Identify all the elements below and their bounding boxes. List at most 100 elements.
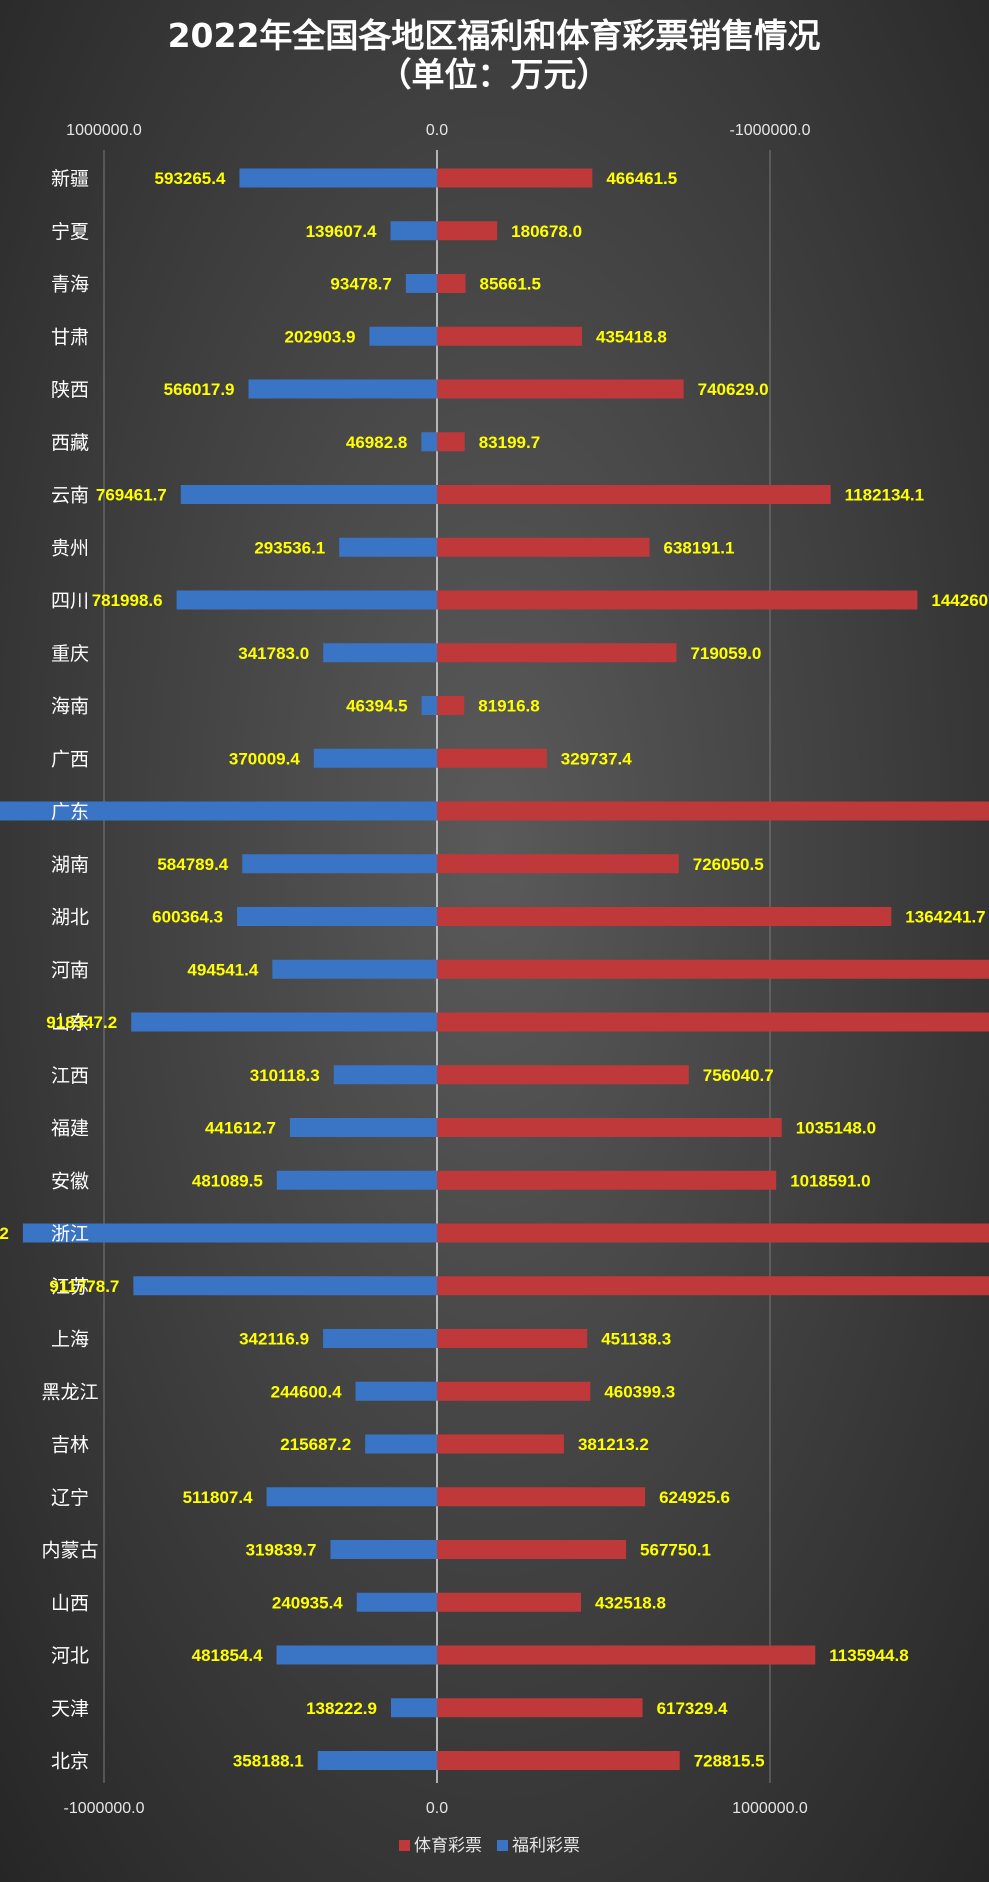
category-label: 重庆 — [51, 643, 89, 665]
category-label: 山东 — [51, 1012, 89, 1034]
top-axis: 2000000.01000000.00.0-1000000.0-2000000.… — [66, 122, 811, 139]
value-label-welfare: 769461.7 — [96, 486, 167, 505]
value-label-welfare: 1243565.2 — [0, 1224, 9, 1243]
value-label-welfare: 46394.5 — [346, 697, 407, 716]
chart-title-line2: （单位：万元） — [379, 55, 610, 94]
bar-sports-lottery — [437, 432, 465, 452]
bar-welfare-lottery — [405, 274, 437, 293]
bar-welfare-lottery — [330, 1540, 437, 1559]
value-label-welfare: 481089.5 — [192, 1171, 263, 1190]
bar-sports-lottery — [437, 1592, 582, 1612]
bar-welfare-lottery — [22, 1223, 437, 1243]
value-label-sports: 381213.2 — [578, 1435, 649, 1454]
bar-welfare-lottery — [248, 379, 437, 399]
bar-sports-lottery — [437, 854, 679, 874]
bars — [0, 168, 989, 1770]
top-axis-tick-label: 0.0 — [426, 122, 448, 139]
legend-label-sports: 体育彩票 — [414, 1836, 482, 1856]
category-label: 浙江 — [51, 1223, 89, 1245]
bar-welfare-lottery — [333, 1065, 437, 1085]
category-label: 湖南 — [51, 854, 89, 876]
category-label: 新疆 — [51, 168, 89, 190]
value-label-welfare: 370009.4 — [229, 749, 300, 768]
value-label-sports: 728815.5 — [694, 1752, 765, 1771]
legend-swatch-sports — [399, 1840, 410, 1851]
category-label: 江苏 — [51, 1276, 89, 1298]
value-label-welfare: 215687.2 — [280, 1435, 351, 1454]
value-label-sports: 624925.6 — [659, 1488, 730, 1507]
category-label: 青海 — [51, 274, 89, 296]
bar-sports-lottery — [437, 696, 465, 715]
bar-sports-lottery — [437, 1329, 588, 1348]
bar-welfare-lottery — [390, 1698, 437, 1718]
bar-sports-lottery — [437, 907, 892, 926]
bar-sports-lottery — [437, 485, 831, 504]
bottom-axis: -2000000.0-1000000.00.01000000.02000000.… — [64, 1800, 808, 1817]
bar-sports-lottery — [437, 643, 677, 663]
category-label: 江西 — [51, 1065, 89, 1087]
category-labels: 新疆宁夏青海甘肃陕西西藏云南贵州四川重庆海南广西广东湖南湖北河南山东江西福建安徽… — [41, 168, 98, 1773]
top-axis-tick-label: -1000000.0 — [730, 122, 811, 139]
category-label: 北京 — [51, 1751, 89, 1773]
bar-welfare-lottery — [323, 643, 437, 663]
value-label-welfare: 293536.1 — [254, 538, 325, 557]
value-label-sports: 85661.5 — [480, 275, 541, 294]
top-axis-tick-label: 1000000.0 — [66, 122, 142, 139]
bar-sports-lottery — [437, 537, 650, 557]
value-label-sports: 1364241.7 — [905, 908, 985, 927]
value-label-sports: 1018591.0 — [790, 1171, 870, 1190]
value-label-welfare: 240935.4 — [272, 1593, 343, 1612]
bar-sports-lottery — [437, 1645, 816, 1665]
bar-welfare-lottery — [317, 1751, 437, 1770]
value-label-welfare: 593265.4 — [155, 169, 226, 188]
bar-sports-lottery — [437, 1540, 627, 1559]
bar-sports-lottery — [437, 1487, 646, 1507]
value-label-sports: 451138.3 — [601, 1330, 671, 1349]
bar-welfare-lottery — [131, 1012, 438, 1032]
bar-welfare-lottery — [365, 1434, 437, 1454]
bar-welfare-lottery — [421, 432, 437, 452]
bar-sports-lottery — [437, 959, 989, 979]
bar-welfare-lottery — [242, 854, 437, 874]
value-label-welfare: 138222.9 — [306, 1699, 377, 1718]
bar-sports-lottery — [437, 274, 466, 293]
category-label: 甘肃 — [51, 326, 89, 348]
value-label-welfare: 511807.4 — [183, 1488, 254, 1507]
bar-sports-lottery — [437, 590, 918, 610]
bar-sports-lottery — [437, 1434, 564, 1454]
category-label: 河北 — [51, 1645, 89, 1667]
value-label-sports: 180678.0 — [511, 222, 582, 241]
bar-sports-lottery — [437, 801, 989, 821]
bar-welfare-lottery — [323, 1329, 437, 1348]
bar-sports-lottery — [437, 326, 582, 346]
value-labels: 466461.5 593265.4 180678.0 139607.4 85661.5 9… — [0, 169, 989, 1771]
value-label-welfare: 244600.4 — [271, 1382, 342, 1401]
bar-sports-lottery — [437, 221, 498, 241]
bar-sports-lottery — [437, 1170, 777, 1190]
value-label-sports: 81916.8 — [478, 697, 539, 716]
value-label-sports: 432518.8 — [595, 1593, 666, 1612]
value-label-sports: 726050.5 — [693, 855, 764, 874]
category-label: 福建 — [51, 1118, 89, 1140]
category-label: 湖北 — [51, 907, 89, 929]
value-label-welfare: 341783.0 — [238, 644, 309, 663]
bar-welfare-lottery — [276, 1170, 437, 1190]
category-label: 四川 — [51, 590, 89, 612]
value-label-sports: 638191.1 — [664, 538, 735, 557]
value-label-sports: 719059.0 — [690, 644, 761, 663]
value-label-welfare: 481854.4 — [192, 1646, 263, 1665]
bottom-axis-tick-label: -1000000.0 — [64, 1800, 145, 1817]
legend: 体育彩票 福利彩票 — [399, 1836, 580, 1856]
bar-sports-lottery — [437, 1118, 782, 1137]
bar-sports-lottery — [437, 1012, 989, 1032]
value-label-sports: 329737.4 — [561, 749, 632, 768]
bar-sports-lottery — [437, 1276, 989, 1296]
value-label-welfare: 584789.4 — [157, 855, 228, 874]
bar-sports-lottery — [437, 1381, 591, 1401]
bar-welfare-lottery — [421, 696, 437, 715]
category-label: 内蒙古 — [41, 1540, 98, 1562]
bar-welfare-lottery — [272, 959, 437, 979]
value-label-welfare: 46982.8 — [346, 433, 407, 452]
category-label: 贵州 — [51, 537, 89, 559]
